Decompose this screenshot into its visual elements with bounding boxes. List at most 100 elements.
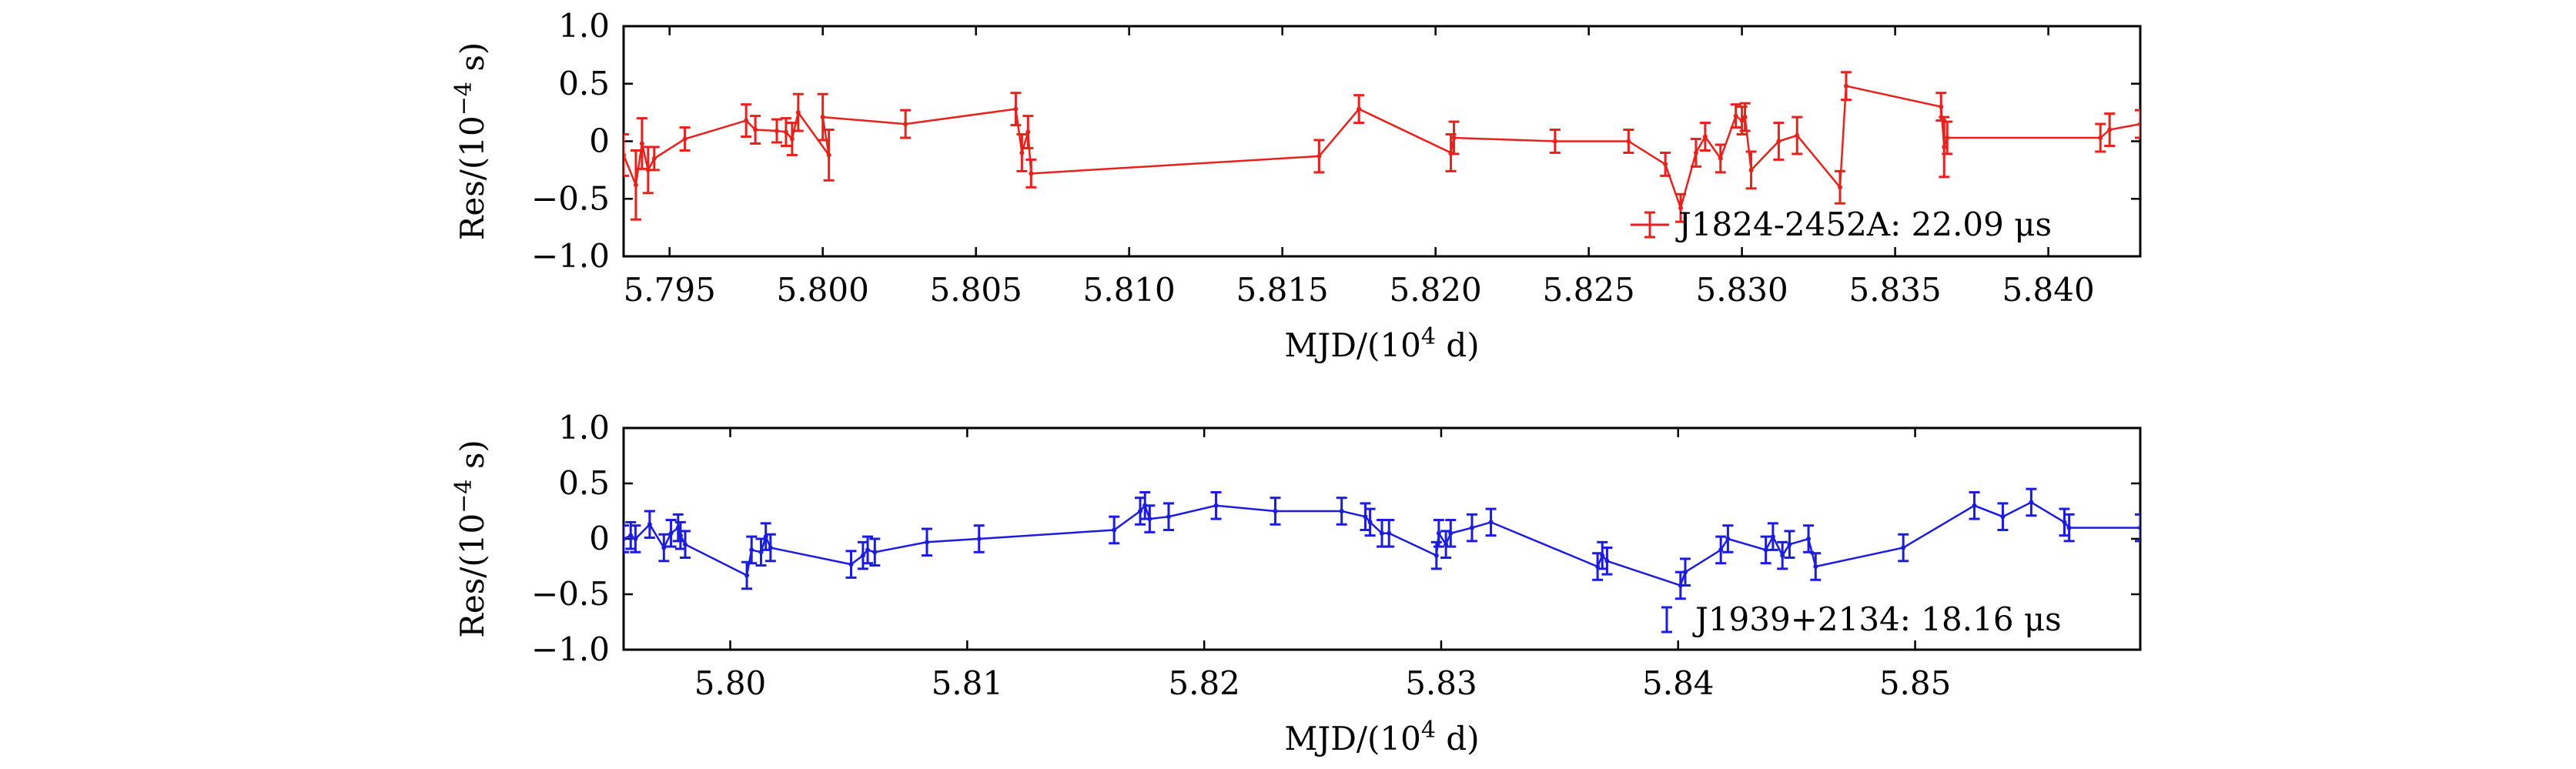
data-point — [1780, 553, 1785, 558]
data-point — [628, 533, 634, 538]
data-point — [795, 110, 801, 115]
series-group — [624, 71, 2140, 223]
y-tick-label: 0.5 — [558, 65, 610, 102]
data-point — [789, 136, 795, 142]
y-tick-label: −0.5 — [531, 575, 610, 613]
data-point — [2066, 525, 2072, 530]
data-point — [1787, 542, 1792, 547]
data-point — [1363, 514, 1368, 520]
y-axis-label-end: s) — [453, 440, 491, 479]
x-tick-label: 5.810 — [1083, 271, 1176, 309]
data-point — [749, 547, 754, 553]
y-tick-label: 0 — [589, 122, 610, 160]
data-point — [1739, 118, 1745, 123]
data-point — [1770, 534, 1775, 540]
x-tick-label: 5.84 — [1642, 664, 1715, 702]
data-point — [1273, 509, 1278, 513]
data-point — [826, 152, 831, 158]
x-tick-label: 5.83 — [1405, 664, 1477, 702]
x-axis-label: MJD/(104 d) — [1284, 717, 1479, 757]
legend: J1939+2134: 18.16 μs — [1661, 600, 2062, 638]
y-tick-label: 1.0 — [558, 7, 610, 45]
y-axis-label-sup: −4 — [450, 82, 477, 115]
data-point — [2098, 135, 2103, 141]
data-point — [1147, 517, 1153, 522]
data-point — [1367, 520, 1373, 525]
data-point — [1013, 106, 1019, 112]
data-point — [925, 540, 929, 545]
data-point — [1451, 135, 1457, 141]
x-tick-label: 5.815 — [1236, 271, 1329, 309]
data-point — [1380, 530, 1384, 536]
data-point — [1019, 150, 1025, 155]
y-tick-label: −0.5 — [531, 179, 610, 217]
data-point — [1316, 153, 1322, 159]
x-tick-label: 5.805 — [930, 271, 1022, 309]
data-point — [639, 141, 644, 146]
data-point — [1434, 553, 1439, 558]
data-point — [647, 522, 652, 527]
data-point — [753, 127, 758, 132]
panel-bottom: 5.80 5.81 5.82 5.83 5.84 5.85 1.0 0.5 0 −0.5 −1.0 M… — [450, 409, 2142, 757]
y-tick-label: 0.5 — [558, 464, 610, 502]
data-point — [1387, 530, 1392, 536]
data-point — [1166, 514, 1171, 520]
data-point — [651, 155, 657, 161]
data-point — [1604, 558, 1610, 563]
data-point — [774, 129, 779, 134]
data-point — [1718, 547, 1724, 553]
x-tick-label: 5.820 — [1390, 271, 1482, 309]
data-point — [677, 533, 683, 538]
x-tick-label: 5.800 — [777, 271, 869, 309]
data-point — [1436, 530, 1441, 536]
data-point — [1837, 185, 1842, 190]
data-point — [668, 530, 674, 536]
data-point — [865, 547, 871, 553]
x-tick-label: 5.82 — [1168, 664, 1240, 702]
data-point — [1448, 530, 1454, 536]
data-point — [1029, 171, 1034, 176]
y-axis-label: Res/(10−4 s) — [450, 440, 491, 638]
data-point — [744, 573, 750, 578]
data-point — [1683, 570, 1688, 575]
data-point — [1806, 537, 1812, 541]
data-point — [1600, 553, 1605, 558]
data-point — [1112, 527, 1117, 533]
x-tick-label: 5.81 — [932, 664, 1004, 702]
data-point — [1843, 83, 1848, 89]
data-point — [682, 136, 687, 142]
data-point — [2107, 127, 2113, 132]
data-point — [1213, 503, 1219, 508]
y-tick-label: −1.0 — [531, 237, 610, 275]
x-tick-label: 5.830 — [1696, 271, 1788, 309]
data-point — [1626, 139, 1631, 144]
x-tick-label: 5.840 — [2002, 271, 2094, 309]
legend-label: J1824-2452A: 22.09 μs — [1675, 206, 2052, 243]
x-axis-label-end: d) — [1436, 326, 1480, 364]
data-point — [783, 129, 788, 135]
data-point — [1693, 150, 1698, 155]
series-line — [624, 85, 2140, 212]
data-point — [1763, 547, 1768, 553]
data-point — [1795, 133, 1800, 139]
data-point — [2000, 514, 2006, 520]
legend-label: J1939+2134: 18.16 μs — [1692, 600, 2062, 638]
data-point — [1776, 139, 1781, 144]
data-point — [976, 537, 982, 541]
series-group — [624, 487, 2140, 600]
data-point — [1733, 113, 1738, 119]
data-point — [1702, 134, 1708, 139]
x-axis-label-main: MJD/(10 — [1284, 720, 1421, 757]
data-point — [768, 545, 773, 550]
data-point — [1138, 509, 1143, 513]
data-point — [1813, 564, 1818, 569]
data-point — [2062, 520, 2067, 525]
data-point — [2138, 122, 2140, 127]
data-point — [1748, 167, 1754, 172]
y-axis-label: Res/(10−4 s) — [450, 42, 491, 241]
data-point — [872, 550, 878, 555]
y-tick-label: −1.0 — [531, 630, 610, 668]
data-point — [1939, 104, 1944, 109]
data-point — [675, 525, 681, 530]
